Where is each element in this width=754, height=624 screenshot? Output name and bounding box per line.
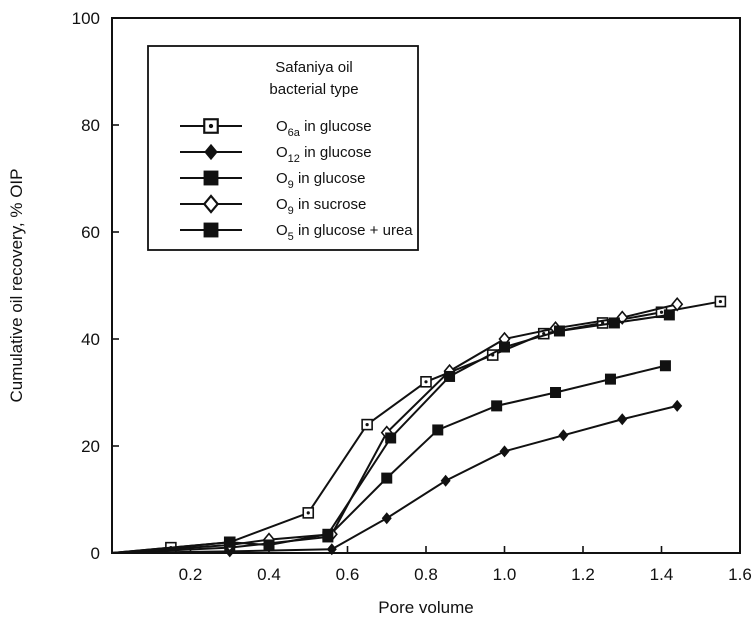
- data-point-diamond-filled: [499, 445, 510, 458]
- legend-entry: O5 in glucose + urea: [180, 222, 413, 243]
- data-point-square-filled: [203, 222, 219, 238]
- legend-label-suffix: in glucose: [294, 170, 366, 187]
- legend-label: O9 in glucose: [276, 170, 366, 191]
- x-tick-label: 0.6: [336, 565, 360, 584]
- legend-label-prefix: O: [276, 222, 288, 239]
- x-tick-label: 0.4: [257, 565, 281, 584]
- data-point-diamond-filled: [326, 543, 337, 556]
- legend-title-line-1: Safaniya oil: [275, 59, 353, 76]
- series-1: [111, 295, 727, 554]
- legend: Safaniya oil bacterial type O6a in gluco…: [147, 45, 419, 251]
- legend-label-prefix: O: [276, 118, 288, 135]
- x-axis-title: Pore volume: [378, 598, 473, 617]
- y-tick-label: 80: [81, 116, 100, 135]
- legend-entry: O12 in glucose: [180, 143, 372, 165]
- data-point-square-filled: [604, 373, 616, 385]
- legend-label-subscript: 5: [288, 231, 294, 243]
- y-axis-title: Cumulative oil recovery, % OIP: [7, 169, 26, 403]
- data-point-diamond-filled: [558, 429, 569, 442]
- series-5: [111, 309, 675, 554]
- y-tick-label: 40: [81, 330, 100, 349]
- legend-label-subscript: 12: [288, 153, 300, 165]
- x-tick-label: 1.4: [650, 565, 674, 584]
- legend-label-subscript: 9: [288, 205, 294, 217]
- y-tick-label: 0: [91, 544, 100, 563]
- x-tick-label: 1.0: [493, 565, 517, 584]
- data-point-diamond-open: [671, 296, 684, 312]
- x-axis: 0.2 0.4 0.6 0.8 1.0 1.2 1.4 1.6: [179, 546, 752, 584]
- data-point-square-open: [420, 375, 432, 388]
- legend-marker: [203, 170, 219, 186]
- data-point-square-filled: [608, 317, 620, 329]
- data-point-square-open: [203, 118, 219, 134]
- series-3: [111, 360, 671, 554]
- legend-label-subscript: 6a: [288, 127, 301, 139]
- x-tick-label: 0.8: [414, 565, 438, 584]
- data-point-square-open: [361, 418, 373, 431]
- data-point-square-filled: [381, 472, 393, 484]
- y-axis: 0 20 40 60 80 100: [72, 9, 119, 563]
- legend-label-suffix: in sucrose: [294, 196, 367, 213]
- data-point-square-filled: [322, 528, 334, 540]
- legend-label-suffix: in glucose + urea: [294, 222, 413, 239]
- data-point-square-filled: [263, 539, 275, 551]
- series-line: [111, 303, 678, 554]
- data-point-square-filled: [491, 400, 503, 412]
- data-point-square-filled: [385, 432, 397, 444]
- series-line: [111, 313, 670, 554]
- series-line: [111, 300, 721, 554]
- legend-marker: [203, 222, 219, 238]
- series-layer: [111, 295, 727, 558]
- series-line: [111, 364, 666, 554]
- legend-label-suffix: in glucose: [300, 118, 372, 135]
- legend-marker: [203, 118, 219, 134]
- y-tick-label: 20: [81, 437, 100, 456]
- x-tick-label: 0.2: [179, 565, 203, 584]
- legend-entry: O9 in sucrose: [180, 194, 366, 217]
- legend-entry: O6a in glucose: [180, 118, 372, 139]
- legend-label-subscript: 9: [288, 179, 294, 191]
- data-point-diamond-open: [202, 194, 220, 214]
- legend-label: O5 in glucose + urea: [276, 222, 413, 243]
- data-point-diamond-filled: [204, 143, 218, 161]
- legend-label: O12 in glucose: [276, 144, 372, 165]
- y-tick-label: 60: [81, 223, 100, 242]
- legend-marker: [204, 143, 218, 161]
- data-point-diamond-filled: [617, 413, 628, 426]
- legend-marker: [202, 194, 220, 214]
- data-point-square-filled: [224, 536, 236, 548]
- series-2: [111, 399, 683, 558]
- legend-label: O6a in glucose: [276, 118, 372, 139]
- data-point-diamond-filled: [440, 474, 451, 487]
- series-line: [111, 404, 678, 554]
- legend-label-prefix: O: [276, 144, 288, 161]
- legend-label-prefix: O: [276, 170, 288, 187]
- data-point-square-filled: [432, 424, 444, 436]
- legend-box: [147, 45, 419, 251]
- data-point-square-filled: [499, 341, 510, 353]
- data-point-square-filled: [203, 170, 219, 186]
- data-point-square-open: [714, 295, 727, 308]
- legend-label: O9 in sucrose: [276, 196, 366, 217]
- data-point-diamond-filled: [381, 512, 392, 525]
- legend-label-suffix: in glucose: [300, 144, 372, 161]
- data-point-square-filled: [444, 370, 456, 382]
- data-point-square-open: [302, 507, 315, 519]
- x-tick-label: 1.6: [728, 565, 752, 584]
- data-point-square-filled: [550, 387, 562, 398]
- legend-entry: O9 in glucose: [180, 170, 366, 191]
- legend-label-prefix: O: [276, 196, 288, 213]
- data-point-square-filled: [663, 309, 675, 321]
- legend-title-line-2: bacterial type: [269, 81, 358, 98]
- y-tick-label: 100: [72, 9, 100, 28]
- x-tick-label: 1.2: [571, 565, 595, 584]
- data-point-square-filled: [553, 325, 565, 337]
- data-point-diamond-filled: [672, 399, 683, 412]
- data-point-square-filled: [659, 360, 671, 372]
